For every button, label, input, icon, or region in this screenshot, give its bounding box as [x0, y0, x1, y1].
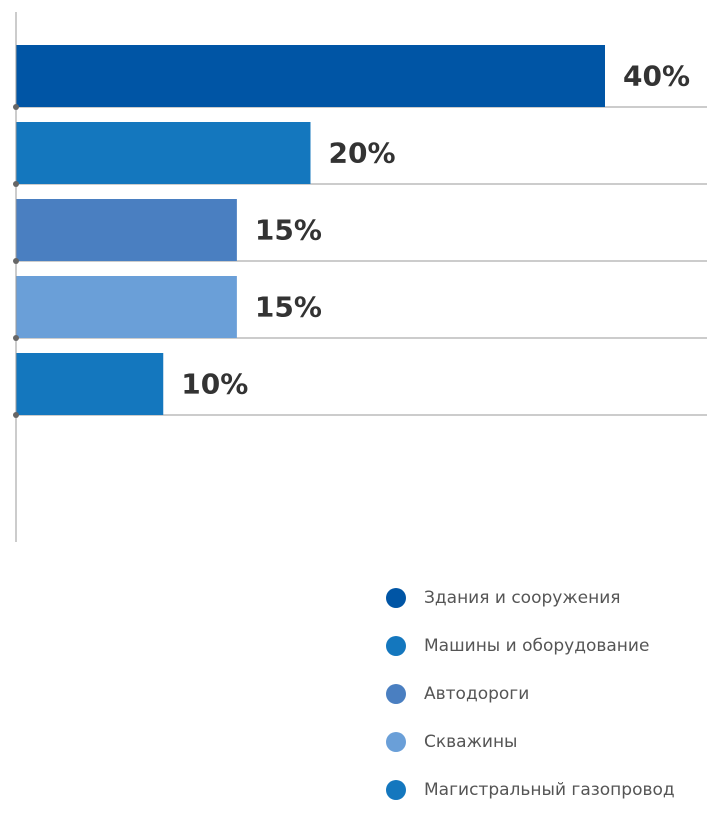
legend-swatch-dot	[386, 636, 406, 656]
legend-label: Магистральный газопровод	[424, 780, 675, 800]
legend-label: Здания и сооружения	[424, 588, 621, 608]
legend-swatch-dot	[386, 732, 406, 752]
legend-label: Скважины	[424, 732, 518, 752]
axis-tick-dot	[13, 258, 19, 264]
legend-item: Здания и сооружения	[386, 574, 706, 622]
bar	[16, 276, 237, 338]
axis-tick-dot	[13, 412, 19, 418]
legend-swatch-dot	[386, 684, 406, 704]
axis-tick-dot	[13, 104, 19, 110]
data-label: 15%	[255, 291, 322, 324]
legend-swatch-dot	[386, 588, 406, 608]
data-label: 20%	[329, 137, 396, 170]
bar-chart: 40% 20% 15% 15% 10%	[13, 12, 707, 542]
data-label: 15%	[255, 214, 322, 247]
legend-label: Автодороги	[424, 684, 530, 704]
bar	[16, 45, 605, 107]
legend-item: Скважины	[386, 718, 706, 766]
data-label: 10%	[181, 368, 248, 401]
legend-item: Магистральный газопровод	[386, 766, 706, 814]
bar	[16, 122, 311, 184]
bar	[16, 353, 164, 415]
bar	[16, 199, 237, 261]
legend: Здания и сооружения Машины и оборудовани…	[386, 574, 706, 814]
legend-label: Машины и оборудование	[424, 636, 650, 656]
legend-item: Автодороги	[386, 670, 706, 718]
legend-swatch-dot	[386, 780, 406, 800]
data-label: 40%	[623, 60, 690, 93]
axis-tick-dot	[13, 181, 19, 187]
axis-tick-dot	[13, 335, 19, 341]
legend-item: Машины и оборудование	[386, 622, 706, 670]
